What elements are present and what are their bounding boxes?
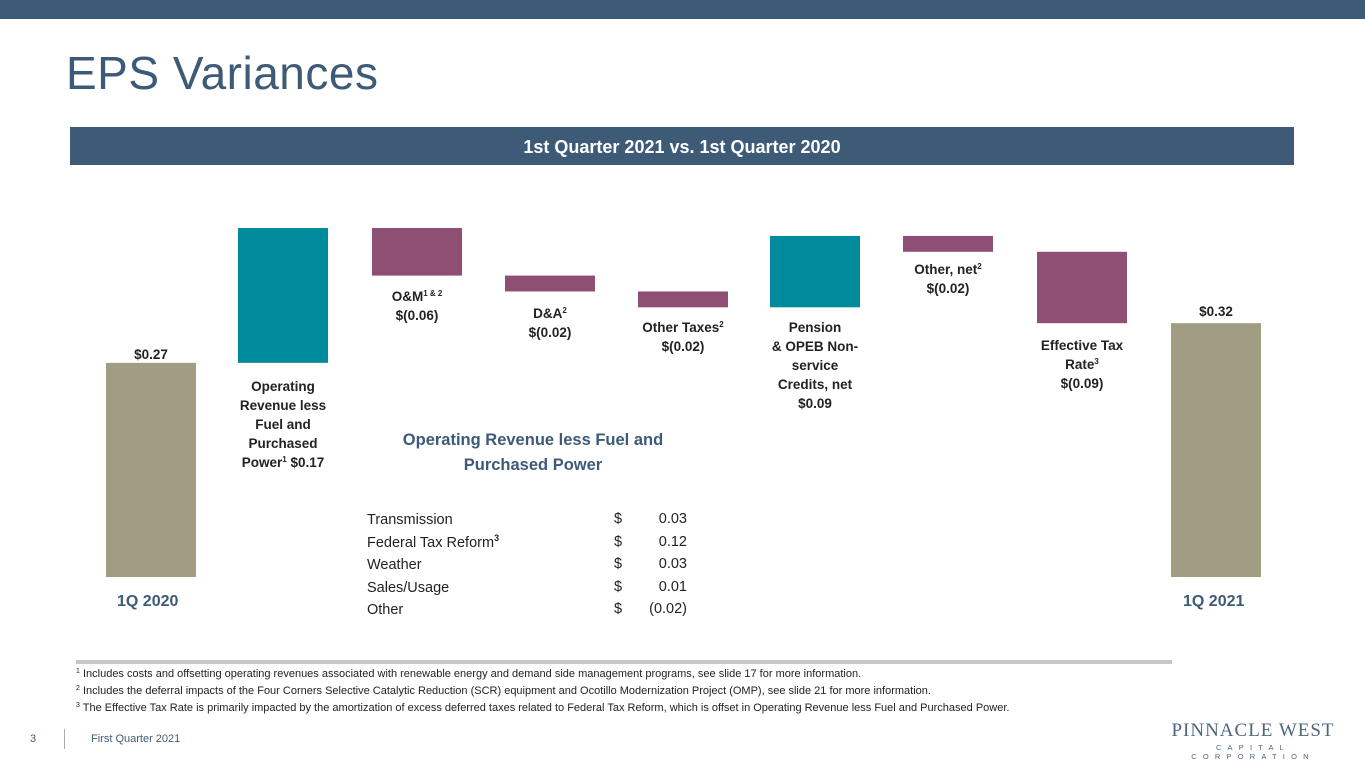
other-taxes-label: Other Taxes2 $(0.02) — [642, 320, 724, 354]
breakdown-value: (0.02) — [649, 601, 687, 618]
breakdown-currency: $ — [614, 511, 623, 528]
footnote-3: 3 The Effective Tax Rate is primarily im… — [76, 702, 1010, 714]
breakdown-currency: $ — [614, 601, 623, 618]
pension-label: Pension & OPEB Non- service Credits, net… — [771, 320, 859, 411]
company-logo: PINNACLE WEST CAPITAL CORPORATION — [1171, 720, 1335, 761]
breakdown-item-name: Transmission — [367, 512, 453, 529]
breakdown-row: Transmission $0.03 — [367, 508, 687, 531]
page-number: 3 — [30, 733, 37, 745]
breakdown-row: Weather $0.03 — [367, 553, 687, 576]
breakdown-item-name: Federal Tax Reform3 — [367, 532, 500, 551]
bar-2 — [238, 228, 328, 363]
breakdown-value: 0.03 — [658, 556, 687, 573]
footnote-divider — [76, 660, 1172, 664]
breakdown-currency: $ — [614, 578, 623, 595]
page-title: EPS Variances — [66, 47, 379, 99]
bar-8 — [1037, 251, 1127, 324]
breakdown-currency: $ — [614, 556, 623, 573]
footnote-2: 2 Includes the deferral impacts of the F… — [76, 685, 931, 697]
breakdown-item-name: Weather — [367, 557, 422, 574]
etr-label: Effective Tax Rate3 $(0.09) — [1040, 338, 1124, 391]
other-net-label: Other, net2 $(0.02) — [914, 262, 982, 296]
breakdown-value: 0.01 — [658, 578, 687, 595]
bar-3 — [372, 228, 462, 276]
bar-4 — [505, 275, 595, 292]
breakdown-table: Transmission $0.03 Federal Tax Reform3 $0.1… — [367, 508, 687, 621]
breakdown-row: Sales/Usage $0.01 — [367, 576, 687, 599]
breakdown-row: Other $ (0.02) — [367, 598, 687, 621]
breakdown-value: 0.03 — [658, 511, 687, 528]
breakdown-title: Operating Revenue less Fuel and Purchase… — [402, 431, 664, 474]
end-axis-label: 1Q 2021 — [1183, 593, 1245, 610]
breakdown-item-name: Sales/Usage — [367, 579, 450, 596]
bar-7 — [903, 235, 993, 252]
breakdown-value: 0.12 — [658, 533, 687, 550]
start-axis-label: 1Q 2020 — [117, 593, 179, 610]
bar-6 — [770, 235, 860, 308]
op-rev-label: Operating Revenue less Fuel and Purchase… — [239, 379, 327, 470]
top-accent-bar — [0, 0, 1365, 19]
bar-9 — [1171, 323, 1261, 577]
bar-5 — [638, 291, 728, 308]
footer-text: First Quarter 2021 — [91, 733, 181, 745]
footer-divider — [64, 729, 65, 749]
start-value-label: $0.27 — [134, 347, 168, 362]
bar-1 — [106, 362, 196, 577]
breakdown-item-name: Other — [367, 602, 404, 619]
om-label: O&M1 & 2 $(0.06) — [391, 289, 443, 323]
comparison-banner: 1st Quarter 2021 vs. 1st Quarter 2020 — [70, 127, 1294, 165]
end-value-label: $0.32 — [1199, 304, 1233, 319]
breakdown-row: Federal Tax Reform3 $0.12 — [367, 531, 687, 554]
footnote-1: 1 Includes costs and offsetting operatin… — [76, 668, 862, 680]
da-label: D&A2 $(0.02) — [528, 306, 572, 340]
breakdown-currency: $ — [614, 533, 623, 550]
